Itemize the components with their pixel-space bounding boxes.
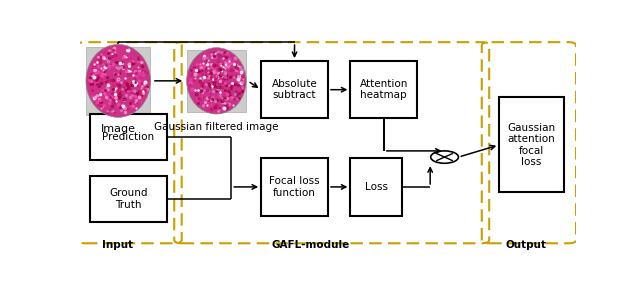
- FancyBboxPatch shape: [90, 176, 167, 222]
- Text: Attention
heatmap: Attention heatmap: [360, 79, 408, 100]
- Text: Absolute
subtract: Absolute subtract: [271, 79, 317, 100]
- Text: Image: Image: [100, 124, 136, 134]
- FancyBboxPatch shape: [187, 50, 246, 112]
- FancyBboxPatch shape: [90, 114, 167, 160]
- FancyBboxPatch shape: [499, 97, 564, 193]
- Text: Ground
Truth: Ground Truth: [109, 188, 148, 210]
- Text: Loss: Loss: [365, 182, 388, 192]
- Text: Input: Input: [102, 241, 132, 251]
- Text: Output: Output: [506, 241, 547, 251]
- Text: GAFL-module: GAFL-module: [271, 241, 350, 251]
- Ellipse shape: [187, 48, 246, 114]
- Text: Gaussian filtered image: Gaussian filtered image: [154, 122, 278, 132]
- Ellipse shape: [86, 44, 150, 117]
- FancyBboxPatch shape: [350, 158, 403, 216]
- Text: Focal loss
function: Focal loss function: [269, 176, 320, 198]
- FancyBboxPatch shape: [86, 47, 150, 115]
- Text: Prediction: Prediction: [102, 132, 154, 142]
- Circle shape: [431, 151, 458, 163]
- Text: Gaussian
attention
focal
loss: Gaussian attention focal loss: [508, 123, 556, 167]
- FancyBboxPatch shape: [350, 61, 417, 119]
- FancyBboxPatch shape: [261, 61, 328, 119]
- FancyBboxPatch shape: [261, 158, 328, 216]
